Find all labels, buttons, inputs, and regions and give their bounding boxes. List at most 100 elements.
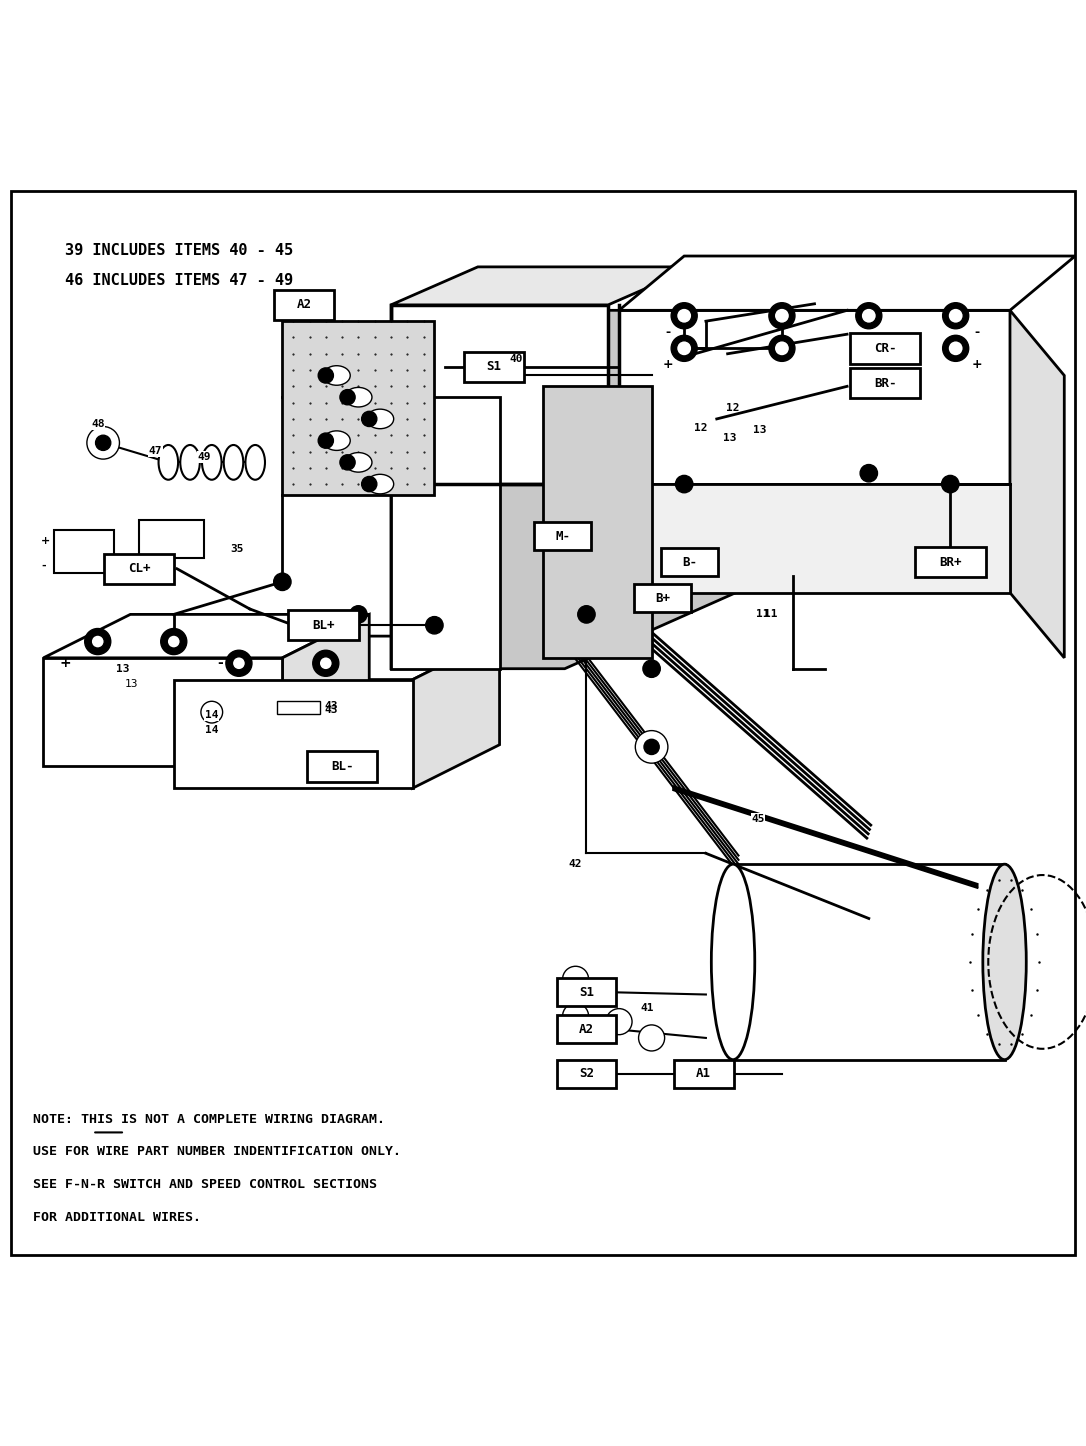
Text: M-: M- — [555, 529, 570, 542]
Circle shape — [201, 701, 223, 723]
Polygon shape — [43, 615, 369, 658]
Circle shape — [943, 335, 969, 362]
FancyBboxPatch shape — [661, 548, 718, 577]
Text: S1: S1 — [487, 360, 502, 373]
Ellipse shape — [367, 474, 394, 495]
Text: 14: 14 — [205, 724, 218, 735]
Circle shape — [91, 635, 104, 648]
Bar — [43, 658, 282, 766]
Ellipse shape — [159, 445, 178, 480]
Text: -: - — [217, 656, 223, 671]
Circle shape — [318, 432, 333, 448]
FancyBboxPatch shape — [673, 1060, 734, 1087]
Bar — [282, 321, 434, 495]
Polygon shape — [413, 636, 500, 788]
Polygon shape — [391, 305, 608, 484]
FancyBboxPatch shape — [557, 977, 617, 1006]
Circle shape — [563, 966, 589, 992]
Text: B-: B- — [682, 555, 697, 568]
Text: 49: 49 — [198, 453, 211, 461]
Circle shape — [319, 656, 332, 669]
Text: -: - — [666, 325, 670, 338]
Text: 42: 42 — [569, 859, 582, 869]
FancyBboxPatch shape — [465, 351, 525, 382]
Circle shape — [426, 616, 443, 633]
FancyBboxPatch shape — [306, 752, 378, 782]
Text: 13: 13 — [723, 434, 736, 444]
Circle shape — [948, 341, 963, 356]
Text: BR+: BR+ — [939, 555, 961, 568]
Polygon shape — [619, 484, 1010, 593]
Circle shape — [340, 454, 355, 470]
Ellipse shape — [345, 453, 371, 473]
Ellipse shape — [224, 445, 243, 480]
Circle shape — [313, 651, 339, 677]
Circle shape — [856, 302, 882, 328]
Ellipse shape — [367, 409, 394, 428]
Ellipse shape — [711, 865, 755, 1060]
Circle shape — [769, 302, 795, 328]
Text: 39 INCLUDES ITEMS 40 - 45: 39 INCLUDES ITEMS 40 - 45 — [65, 243, 293, 257]
Ellipse shape — [245, 445, 265, 480]
Text: B+: B+ — [655, 591, 670, 604]
Circle shape — [639, 1025, 665, 1051]
Text: 14: 14 — [205, 710, 218, 720]
Text: BL-: BL- — [331, 761, 353, 774]
Circle shape — [861, 341, 876, 356]
Bar — [543, 386, 652, 658]
Text: 11: 11 — [756, 609, 769, 619]
Text: A1: A1 — [696, 1067, 711, 1080]
Text: FOR ADDITIONAL WIRES.: FOR ADDITIONAL WIRES. — [33, 1210, 201, 1223]
Circle shape — [161, 629, 187, 655]
Circle shape — [167, 635, 180, 648]
Text: 46 INCLUDES ITEMS 47 - 49: 46 INCLUDES ITEMS 47 - 49 — [65, 273, 293, 289]
Bar — [277, 701, 320, 714]
Circle shape — [774, 341, 790, 356]
FancyBboxPatch shape — [849, 333, 920, 363]
Circle shape — [318, 367, 333, 383]
Text: 43: 43 — [325, 701, 338, 710]
Circle shape — [677, 341, 692, 356]
Polygon shape — [619, 256, 1075, 311]
Circle shape — [340, 389, 355, 405]
FancyBboxPatch shape — [849, 367, 920, 398]
Circle shape — [635, 730, 668, 763]
Text: +: + — [60, 656, 72, 671]
Ellipse shape — [180, 445, 200, 480]
Circle shape — [671, 335, 697, 362]
Polygon shape — [391, 268, 695, 305]
Text: USE FOR WIRE PART NUMBER INDENTIFICATION ONLY.: USE FOR WIRE PART NUMBER INDENTIFICATION… — [33, 1145, 401, 1158]
Circle shape — [274, 573, 291, 590]
Circle shape — [948, 308, 963, 324]
FancyBboxPatch shape — [557, 1060, 617, 1087]
Text: 47: 47 — [149, 447, 162, 457]
Polygon shape — [1010, 311, 1064, 658]
Text: BR-: BR- — [874, 376, 896, 389]
Circle shape — [563, 1004, 589, 1030]
Bar — [733, 865, 1005, 1060]
FancyBboxPatch shape — [534, 522, 591, 551]
Circle shape — [675, 476, 693, 493]
Circle shape — [856, 335, 882, 362]
Circle shape — [943, 302, 969, 328]
Ellipse shape — [202, 445, 222, 480]
Ellipse shape — [983, 865, 1026, 1060]
Text: +: + — [662, 359, 673, 372]
Text: 43: 43 — [325, 706, 338, 714]
Polygon shape — [174, 636, 500, 680]
FancyBboxPatch shape — [634, 584, 691, 612]
FancyBboxPatch shape — [557, 1015, 617, 1044]
Polygon shape — [619, 311, 1010, 484]
Text: 40: 40 — [509, 354, 522, 364]
Text: 13: 13 — [116, 664, 129, 674]
Text: A2: A2 — [296, 298, 312, 311]
Text: 13: 13 — [754, 425, 767, 435]
Text: 41: 41 — [641, 1002, 654, 1012]
Circle shape — [942, 476, 959, 493]
Bar — [54, 529, 114, 573]
Circle shape — [87, 427, 119, 458]
Circle shape — [578, 606, 595, 623]
Text: +: + — [972, 359, 983, 372]
Text: BL+: BL+ — [313, 619, 334, 632]
Circle shape — [232, 656, 245, 669]
